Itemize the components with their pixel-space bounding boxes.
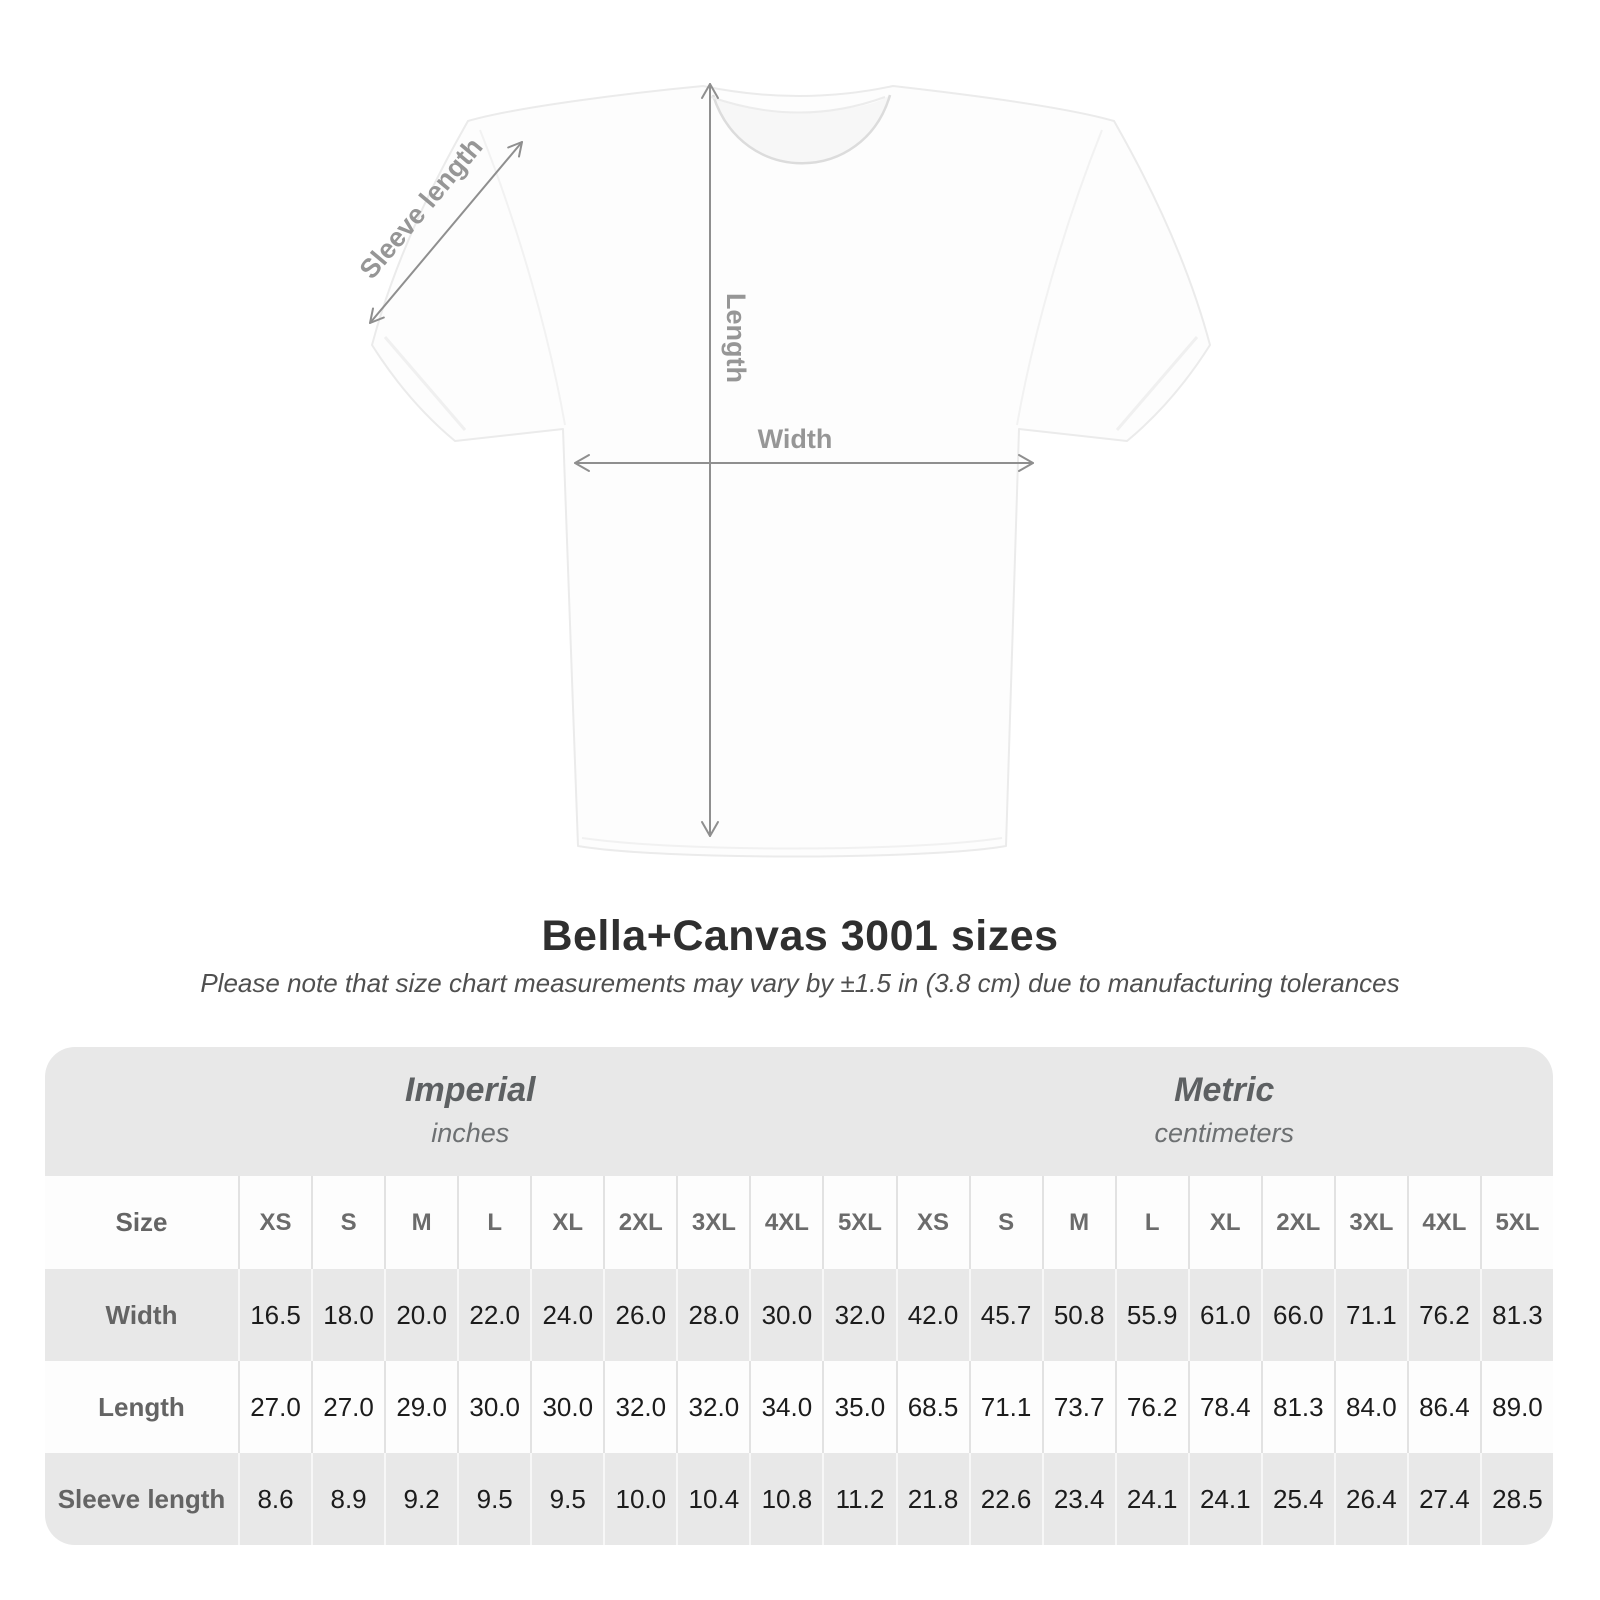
table-cell: 29.0 <box>384 1361 458 1453</box>
table-cell: 32.0 <box>676 1361 750 1453</box>
row-label-width: Width <box>105 1299 178 1330</box>
size-col-header: 4XL <box>749 1176 823 1269</box>
size-col-header: L <box>457 1176 531 1269</box>
width-label: Width <box>758 424 833 454</box>
table-cell: 89.0 <box>1479 1361 1553 1453</box>
unit-subtitle: centimeters <box>1154 1118 1295 1148</box>
table-cell: 16.5 <box>238 1269 311 1361</box>
table-cell: 24.1 <box>1114 1453 1188 1545</box>
table-cell: 9.5 <box>530 1453 603 1545</box>
table-cell: 73.7 <box>1041 1361 1115 1453</box>
table-cell: 55.9 <box>1114 1269 1188 1361</box>
table-cell: 10.8 <box>749 1453 822 1545</box>
size-col-header: 4XL <box>1406 1176 1480 1269</box>
table-cell: 81.3 <box>1260 1361 1334 1453</box>
row-label-sleeve-length: Sleeve length <box>57 1483 226 1514</box>
size-col-header: M <box>384 1176 458 1269</box>
table-cell: 20.0 <box>384 1269 457 1361</box>
size-col-header: 2XL <box>1260 1176 1334 1269</box>
size-row-header: Size <box>45 1176 238 1269</box>
length-arrow <box>701 83 719 837</box>
width-arrow <box>574 454 1034 472</box>
table-cell: 25.4 <box>1260 1453 1334 1545</box>
table-cell: 45.7 <box>968 1269 1042 1361</box>
tshirt-diagram: Sleeve length Length Width <box>354 83 1211 858</box>
table-cell: 71.1 <box>968 1361 1042 1453</box>
table-cell: 50.8 <box>1041 1269 1115 1361</box>
tolerance-note: Please note that size chart measurements… <box>200 968 1400 998</box>
table-cell: 66.0 <box>1260 1269 1334 1361</box>
table-cell: 61.0 <box>1187 1269 1261 1361</box>
table-cell: 9.5 <box>457 1453 530 1545</box>
table-cell: 8.6 <box>238 1453 311 1545</box>
unit-name: Metric <box>1174 1071 1275 1109</box>
size-col-header: 3XL <box>1333 1176 1407 1269</box>
table-cell: 10.0 <box>603 1453 676 1545</box>
table-cell: 76.2 <box>1114 1361 1188 1453</box>
table-cell: 32.0 <box>822 1269 895 1361</box>
unit-header-metric: Metric centimeters <box>896 1047 1554 1176</box>
collar <box>713 95 890 164</box>
table-cell: 24.1 <box>1187 1453 1261 1545</box>
table-cell: 30.0 <box>530 1361 604 1453</box>
row-label-length: Length <box>45 1361 238 1453</box>
table-cell: 76.2 <box>1406 1269 1480 1361</box>
sleeve-length-arrow <box>369 141 523 324</box>
size-col-header: S <box>311 1176 385 1269</box>
table-cell: 34.0 <box>749 1361 823 1453</box>
table-cell: 10.4 <box>676 1453 749 1545</box>
table-cell: 22.0 <box>457 1269 530 1361</box>
table-cell: 22.6 <box>968 1453 1042 1545</box>
table-cell: 18.0 <box>311 1269 384 1361</box>
table-cell: 26.0 <box>603 1269 676 1361</box>
size-col-header: 3XL <box>676 1176 750 1269</box>
table-cell: 84.0 <box>1333 1361 1407 1453</box>
table-cell: 9.2 <box>384 1453 457 1545</box>
size-col-header: 2XL <box>603 1176 677 1269</box>
size-col-header: L <box>1114 1176 1188 1269</box>
table-cell: 21.8 <box>895 1453 969 1545</box>
table-cell: 32.0 <box>603 1361 677 1453</box>
table-cell: 35.0 <box>822 1361 896 1453</box>
table-cell: 27.0 <box>238 1361 312 1453</box>
size-col-header: 5XL <box>1479 1176 1553 1269</box>
table-cell: 81.3 <box>1479 1269 1553 1361</box>
table-cell: 28.5 <box>1479 1453 1553 1545</box>
size-table: Imperial inches Metric centimeters Size … <box>45 1047 1553 1545</box>
tshirt-image <box>371 85 1211 858</box>
table-cell: 23.4 <box>1041 1453 1115 1545</box>
size-col-header: XL <box>530 1176 604 1269</box>
size-col-header: XL <box>1187 1176 1261 1269</box>
table-cell: 68.5 <box>895 1361 969 1453</box>
table-cell: 27.0 <box>311 1361 385 1453</box>
length-label: Length <box>721 293 751 383</box>
size-col-header: M <box>1041 1176 1115 1269</box>
size-col-header: 5XL <box>822 1176 896 1269</box>
table-cell: 30.0 <box>457 1361 531 1453</box>
page-title: Bella+Canvas 3001 sizes <box>541 912 1059 960</box>
size-col-header: XS <box>238 1176 312 1269</box>
unit-name: Imperial <box>405 1071 536 1109</box>
table-cell: 30.0 <box>749 1269 822 1361</box>
table-cell: 28.0 <box>676 1269 749 1361</box>
table-cell: 26.4 <box>1333 1453 1407 1545</box>
table-cell: 42.0 <box>895 1269 969 1361</box>
table-cell: 71.1 <box>1333 1269 1407 1361</box>
unit-subtitle: inches <box>431 1118 510 1148</box>
table-cell: 78.4 <box>1187 1361 1261 1453</box>
table-cell: 86.4 <box>1406 1361 1480 1453</box>
size-col-header: XS <box>895 1176 969 1269</box>
table-cell: 27.4 <box>1406 1453 1480 1545</box>
table-cell: 11.2 <box>822 1453 895 1545</box>
unit-header-imperial: Imperial inches <box>45 1047 896 1176</box>
size-col-header: S <box>968 1176 1042 1269</box>
table-cell: 8.9 <box>311 1453 384 1545</box>
table-cell: 24.0 <box>530 1269 603 1361</box>
